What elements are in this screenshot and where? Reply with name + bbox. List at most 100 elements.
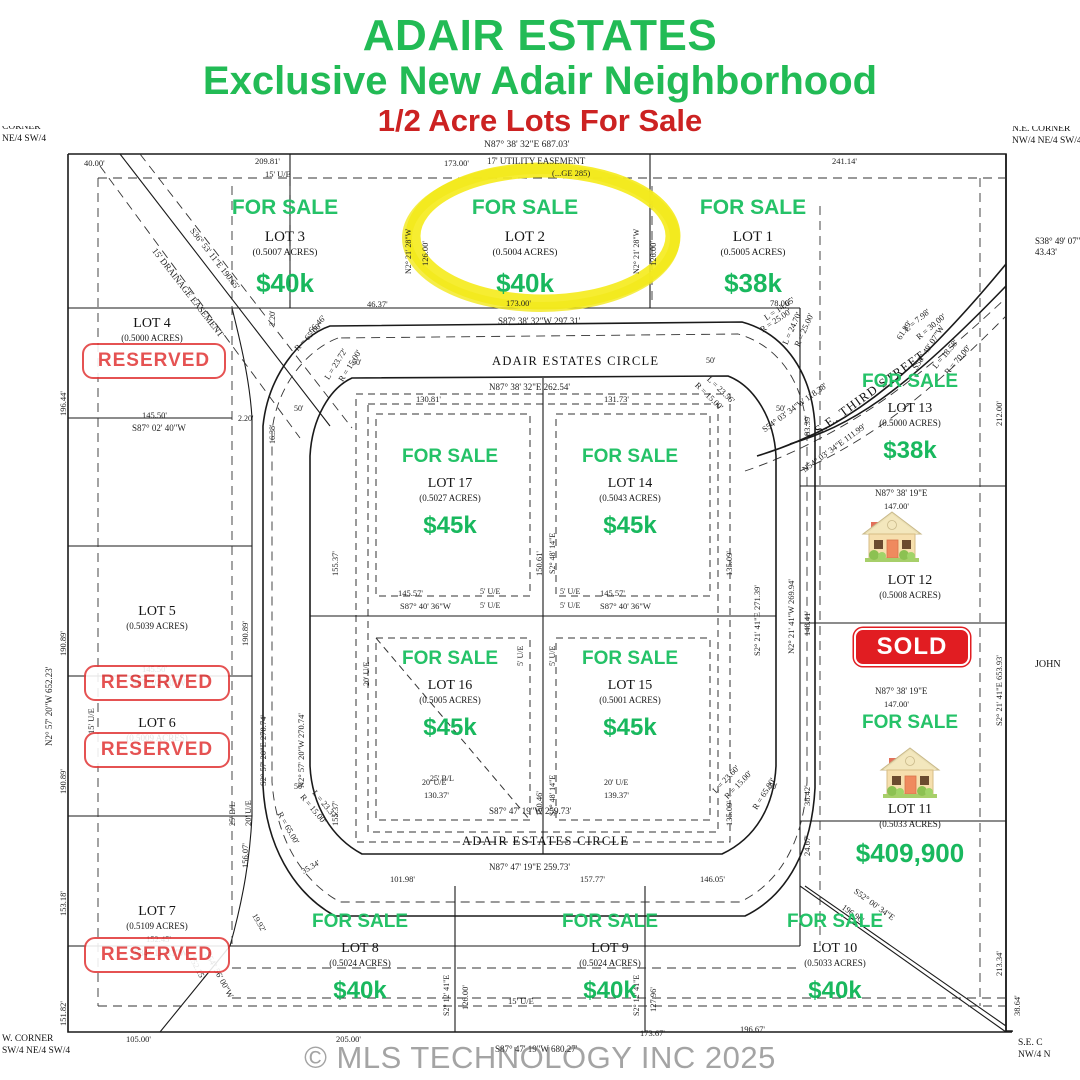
ue-5-a: 5' U/E: [480, 587, 501, 596]
lot-16-acres: (0.5005 ACRES): [419, 695, 481, 705]
lot-13-acres: (0.5000 ACRES): [879, 418, 941, 428]
dim-147-b: 147.00': [884, 699, 909, 709]
bearing-interior-v2: S2° 48' 14"E: [548, 774, 557, 816]
dim-135-09-b: 135.09': [724, 801, 734, 826]
bearing-circle-bottom-inner: S87° 47' 19"W 259.73': [489, 806, 572, 816]
page-tagline: 1/2 Acre Lots For Sale: [377, 102, 703, 138]
bearing-east-inner-v: S2° 21' 41"E 271.39': [752, 585, 762, 656]
lot-9-block[interactable]: FOR SALE LOT 9 (0.5024 ACRES) $40k: [520, 911, 700, 1005]
dim-173-b: 173.00': [506, 298, 531, 308]
house-icon: [861, 511, 923, 562]
dim-38-42: 38.42': [802, 785, 812, 806]
lot-6-name: LOT 6: [138, 716, 176, 731]
page-title: ADAIR ESTATES: [362, 11, 718, 60]
lot-12-name: LOT 12: [887, 573, 933, 588]
bearing-lot1112-line: N87° 38' 19"E: [875, 686, 928, 696]
lot-13-block[interactable]: FOR SALE LOT 13 (0.5000 ACRES) $38k: [820, 371, 1000, 465]
street-label-circle-bottom: ADAIR ESTATES CIRCLE: [462, 834, 630, 848]
lot-16-block[interactable]: FOR SALE LOT 16 (0.5005 ACRES) $45k: [370, 648, 530, 742]
lot-12-status-stamp: SOLD: [854, 628, 970, 666]
page-subtitle: Exclusive New Adair Neighborhood: [202, 59, 878, 103]
lot-8-status: FOR SALE: [311, 911, 409, 932]
lot-4-block[interactable]: LOT 4 (0.5000 ACRES): [72, 316, 232, 343]
bearing-west-mid-v2: N2° 57' 20"W 270.74': [296, 713, 306, 788]
lot-15-block[interactable]: FOR SALE LOT 15 (0.5001 ACRES) $45k: [550, 648, 710, 742]
dim-83-39: 83.39': [802, 415, 812, 436]
corner-label-sw: W. CORNER SW/4 NE/4 SW/4: [2, 1034, 71, 1056]
lot-7-block[interactable]: LOT 7 (0.5109 ACRES): [72, 904, 242, 931]
utility-easement-label: 17' UTILITY EASEMENT: [487, 156, 586, 166]
bearing-circle-top-north: S87° 38' 32"W 297.31': [498, 316, 581, 326]
dim-38-64: 38.64': [1012, 995, 1022, 1016]
ue-15-top: 15' U/E: [265, 169, 291, 179]
dim-173-67: 173.67': [640, 1028, 665, 1038]
ue-5-b: 5' U/E: [560, 587, 581, 596]
dim-2-20-b: 2.20': [238, 414, 254, 423]
lot-3-acres: (0.5007 ACRES): [252, 248, 318, 258]
dim-16-38: 16.38': [268, 424, 277, 444]
house-icon: [879, 747, 941, 798]
dim-150-61: 150.61': [534, 551, 544, 576]
lot-1-price: $38k: [724, 268, 782, 298]
lot-17-name: LOT 17: [427, 476, 473, 491]
lot-4-acres: (0.5000 ACRES): [121, 333, 183, 343]
lot-2-acres: (0.5004 ACRES): [492, 248, 558, 258]
lot-17-price: $45k: [423, 512, 477, 539]
lot-3-name: LOT 3: [264, 229, 306, 245]
dim-24-67: 24.67': [802, 835, 812, 856]
dim-130-81: 130.81': [416, 394, 441, 404]
lot-12-acres: (0.5008 ACRES): [879, 590, 941, 600]
dim-196-67: 196.67': [740, 1024, 765, 1034]
lot-12-block[interactable]: LOT 12 (0.5008 ACRES): [820, 573, 1000, 600]
lot-5-block[interactable]: LOT 5 (0.5039 ACRES): [72, 604, 242, 631]
lot-10-name: LOT 10: [812, 941, 858, 956]
ue-5-d: 5' U/E: [560, 601, 581, 610]
lot-2-price: $40k: [496, 268, 554, 298]
lot-7-acres: (0.5109 ACRES): [126, 921, 188, 931]
lot-5-status-stamp: RESERVED: [84, 665, 230, 701]
dim-126-a: 126.00': [420, 241, 430, 266]
bearing-lot1213-line: N87° 38' 19"E: [875, 488, 928, 498]
lot-5-name: LOT 5: [138, 604, 176, 619]
lot-8-block[interactable]: FOR SALE LOT 8 (0.5024 ACRES) $40k: [270, 911, 450, 1005]
dim-145-50-a: 145.50': [142, 410, 167, 420]
adjacent-owner-label: JOHN: [1035, 659, 1061, 670]
bearing-circle-top-inner: N87° 38' 32"E 262.54': [489, 382, 571, 392]
corner-label-se: S.E. C NW/4 N: [1018, 1038, 1051, 1060]
lot-10-block[interactable]: FOR SALE LOT 10 (0.5033 ACRES) $40k: [745, 911, 925, 1005]
lot-1-block[interactable]: FOR SALE LOT 1 (0.5005 ACRES) $38k: [668, 196, 838, 299]
dim-151-82: 151.82': [58, 1001, 68, 1026]
dim-146-05: 146.05': [700, 874, 725, 884]
dim-126-c: 126.00': [460, 985, 470, 1010]
lot-2-block[interactable]: FOR SALE LOT 2 (0.5004 ACRES) $40k: [440, 196, 610, 299]
dim-101-98: 101.98': [390, 874, 415, 884]
dim-139-37: 139.37': [604, 790, 629, 800]
dim-145-57-b: 145.57': [600, 588, 625, 598]
dim-148-41: 148.41': [802, 611, 812, 636]
bearing-circle-bottom-outer: N87° 47' 19"E 259.73': [489, 862, 571, 872]
bl-25-a: 25' B/L: [228, 802, 237, 826]
lot-11-labels: LOT 11 (0.5033 ACRES) $409,900: [820, 802, 1000, 869]
bearing-lot2-left-v: N2° 21' 28"W: [404, 228, 413, 274]
bearing-west-line: N2° 57' 20"W 652.23': [44, 666, 54, 746]
lot-8-price: $40k: [333, 977, 387, 1004]
lot-17-status: FOR SALE: [401, 446, 499, 467]
map-header: ADAIR ESTATES Exclusive New Adair Neighb…: [0, 0, 1080, 136]
lot-2-name: LOT 2: [504, 229, 546, 245]
dim-213-34: 213.34': [994, 951, 1004, 976]
lot-3-status: FOR SALE: [231, 196, 339, 219]
lot-3-block[interactable]: FOR SALE LOT 3 (0.5007 ACRES) $40k: [200, 196, 370, 299]
ue-20-c: 20' U/E: [422, 778, 447, 787]
plat-map-canvas[interactable]: .b{fill:none;stroke:#1a1a1a;stroke-width…: [0, 126, 1080, 1080]
ue-20-d: 20' U/E: [604, 778, 629, 787]
dim-50-d: 50': [776, 404, 786, 413]
lot-1-status: FOR SALE: [699, 196, 807, 219]
lot-11-block[interactable]: FOR SALE: [820, 712, 1000, 734]
dim-50-b: 50': [352, 358, 362, 367]
lot-14-block[interactable]: FOR SALE LOT 14 (0.5043 ACRES) $45k: [550, 446, 710, 540]
lot-10-status: FOR SALE: [786, 911, 884, 932]
lot-17-block[interactable]: FOR SALE LOT 17 (0.5027 ACRES) $45k: [370, 446, 530, 540]
lot-13-name: LOT 13: [887, 401, 933, 416]
dim-50-e: 50': [294, 782, 304, 791]
lot-14-status: FOR SALE: [581, 446, 679, 467]
